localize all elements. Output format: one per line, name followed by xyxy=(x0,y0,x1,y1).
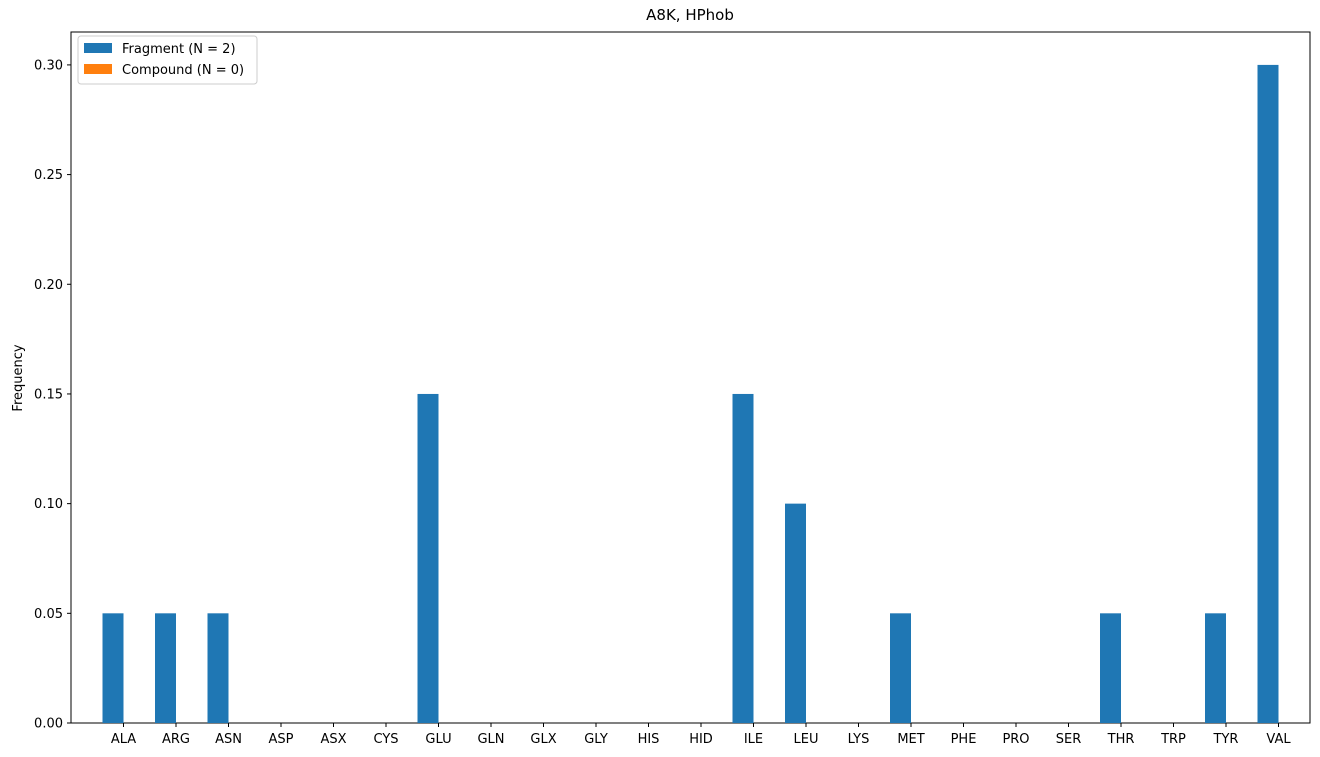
legend-label: Compound (N = 0) xyxy=(122,63,244,78)
x-tick-label: LEU xyxy=(794,732,819,747)
y-tick-label: 0.25 xyxy=(34,168,63,183)
x-tick-label: GLN xyxy=(477,732,504,747)
bar-ala-fragment xyxy=(102,613,124,723)
x-tick-label: VAL xyxy=(1266,732,1291,747)
bar-asn-fragment xyxy=(207,613,229,723)
y-tick-label: 0.05 xyxy=(34,607,63,622)
x-tick-label: ARG xyxy=(162,732,190,747)
bar-ile-fragment xyxy=(732,393,754,723)
x-tick-label: PHE xyxy=(951,732,977,747)
y-tick-label: 0.15 xyxy=(34,387,63,402)
x-tick-label: GLX xyxy=(530,732,556,747)
legend: Fragment (N = 2) Compound (N = 0) xyxy=(77,35,258,85)
x-tick-label: ILE xyxy=(744,732,763,747)
x-tick-label: PRO xyxy=(1002,732,1029,747)
x-tick-label: GLU xyxy=(425,732,451,747)
legend-swatch xyxy=(84,64,112,74)
x-tick-label: ASX xyxy=(320,732,346,747)
bar-thr-fragment xyxy=(1100,613,1121,723)
bar-tyr-fragment xyxy=(1205,613,1226,723)
x-tick-label: LYS xyxy=(848,732,870,747)
x-tick-label: HID xyxy=(689,732,713,747)
legend-swatch xyxy=(84,43,112,53)
x-tick-label: CYS xyxy=(373,732,398,747)
plot-area xyxy=(70,31,1311,724)
legend-label: Fragment (N = 2) xyxy=(122,42,236,57)
y-tick-label: 0.10 xyxy=(34,497,63,512)
bar-glu-fragment xyxy=(417,393,439,723)
y-tick-label: 0.30 xyxy=(34,58,63,73)
bar-met-fragment xyxy=(890,613,911,723)
x-tick-label: MET xyxy=(897,732,924,747)
legend-box xyxy=(77,35,258,85)
bar-val-fragment xyxy=(1257,64,1279,723)
x-tick-label: TYR xyxy=(1213,732,1239,747)
y-axis-label: Frequency xyxy=(11,344,26,411)
y-tick-label: 0.00 xyxy=(34,717,63,732)
x-tick-label: ASN xyxy=(215,732,242,747)
bar-arg-fragment xyxy=(155,613,176,723)
bar-leu-fragment xyxy=(785,503,806,723)
y-tick-label: 0.20 xyxy=(34,278,63,293)
x-tick-label: GLY xyxy=(584,732,608,747)
x-tick-label: ASP xyxy=(269,732,294,747)
x-tick-label: TRP xyxy=(1160,732,1186,747)
x-tick-label: ALA xyxy=(111,732,136,747)
chart-title: A8K, HPhob xyxy=(646,6,734,24)
x-tick-label: SER xyxy=(1056,732,1082,747)
x-tick-label: THR xyxy=(1107,732,1135,747)
x-tick-label: HIS xyxy=(638,732,660,747)
